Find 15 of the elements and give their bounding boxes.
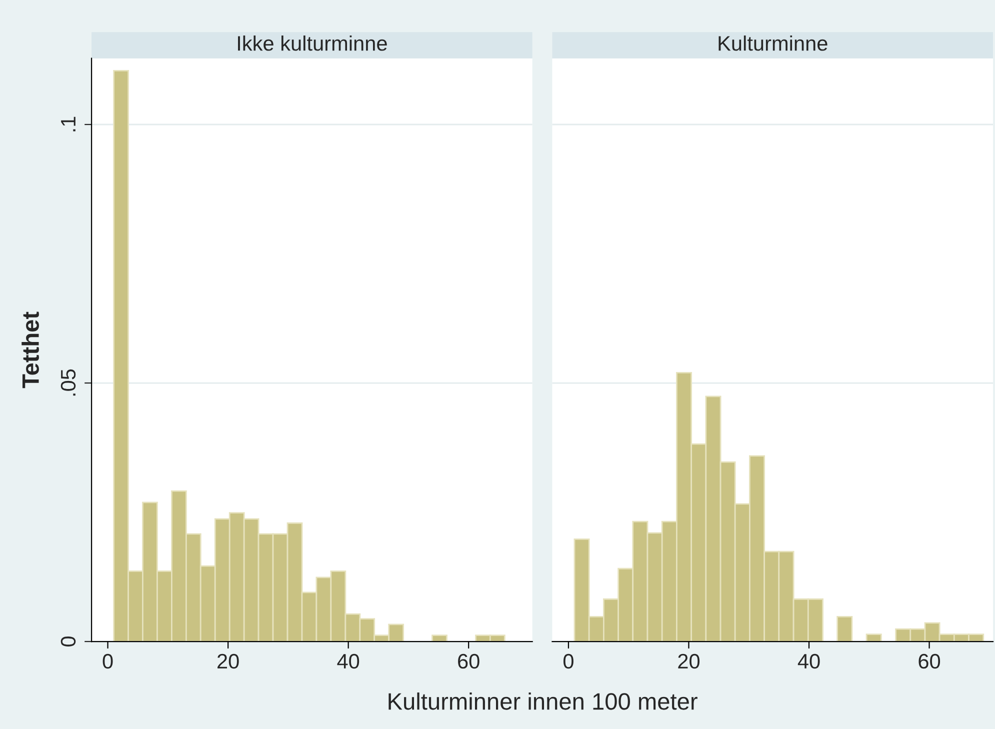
y-tick-label: .1 [61,116,76,132]
y-axis-title: Tetthet [22,312,39,388]
x-axis-title: Kulturminner innen 100 meter [388,692,698,710]
x-tick-label: 40 [337,654,360,669]
x-tick-label: 0 [102,654,113,669]
x-tick-label: 0 [563,654,574,669]
x-tick-label: 60 [918,654,940,669]
x-tick-label: 20 [678,654,700,669]
x-tick-label: 20 [218,654,239,669]
x-tick-label: 40 [798,654,820,669]
y-tick-label: .05 [60,369,76,396]
chart-title: Kulturminne [718,35,828,51]
chart-title: Ikke kulturminne [238,35,387,51]
y-tick-label: 0 [60,636,76,646]
x-tick-label: 60 [458,654,480,669]
